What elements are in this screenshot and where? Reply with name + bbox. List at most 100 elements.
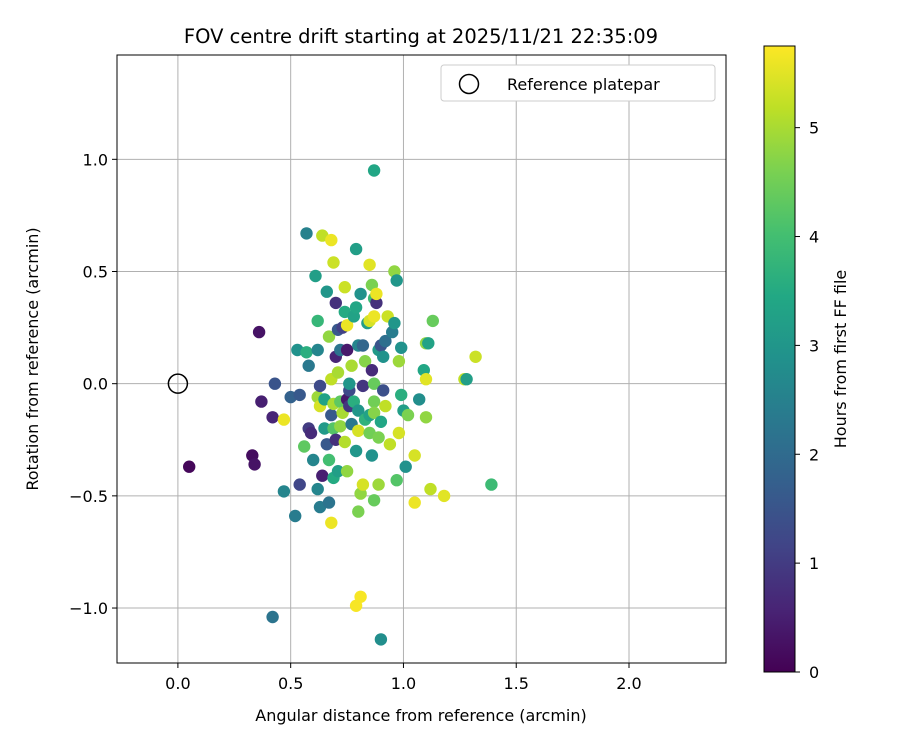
y-tick-label: 0.0: [83, 375, 108, 394]
data-point: [424, 482, 437, 496]
data-point: [340, 319, 354, 332]
data-point: [379, 334, 392, 348]
data-point: [383, 438, 397, 451]
data-point: [367, 377, 381, 390]
data-point: [372, 478, 385, 491]
data-point: [311, 314, 324, 328]
data-point: [322, 453, 336, 467]
x-axis-label: Angular distance from reference (arcmin): [255, 706, 586, 725]
data-point: [183, 460, 196, 473]
data-point: [340, 465, 354, 478]
y-tick-label: 0.5: [83, 263, 108, 282]
data-point: [248, 458, 261, 471]
data-point: [309, 269, 322, 283]
legend: Reference platepar: [440, 64, 716, 102]
data-point: [343, 377, 356, 390]
x-tick-label: 2.0: [616, 674, 641, 693]
data-point: [266, 610, 279, 624]
data-point: [377, 350, 390, 363]
data-point: [365, 364, 379, 377]
data-point: [252, 325, 266, 339]
data-point: [329, 296, 342, 310]
data-point: [293, 478, 306, 491]
data-point: [485, 478, 498, 491]
data-point: [277, 413, 291, 426]
data-point: [334, 420, 347, 433]
data-point: [358, 355, 372, 368]
data-point: [325, 516, 338, 529]
x-tick-label: 1.5: [504, 674, 529, 693]
colorbar-tick-label: 3: [809, 336, 819, 355]
data-point: [268, 377, 282, 390]
data-point: [363, 258, 376, 271]
data-point: [307, 453, 320, 467]
data-point: [293, 388, 306, 402]
data-point: [356, 379, 370, 393]
y-tick-label: −1.0: [69, 599, 108, 618]
y-axis-label: Rotation from reference (arcmin): [23, 227, 42, 490]
data-point: [331, 366, 345, 379]
data-point: [318, 422, 331, 435]
colorbar-tick-label: 5: [809, 119, 819, 138]
data-point: [460, 373, 473, 386]
data-point: [255, 395, 268, 408]
data-point: [338, 435, 351, 449]
data-point: [356, 339, 370, 352]
data-point: [419, 373, 433, 386]
data-point: [313, 379, 327, 393]
data-point: [392, 355, 406, 368]
data-point: [322, 496, 336, 509]
data-point: [311, 343, 324, 357]
data-point: [426, 314, 439, 328]
colorbar-tick-label: 4: [809, 228, 819, 247]
data-point: [422, 337, 435, 350]
data-point: [401, 408, 415, 422]
data-point: [338, 281, 351, 294]
data-point: [325, 233, 338, 247]
colorbar-gradient: [764, 46, 795, 672]
data-point: [325, 408, 338, 422]
y-tick-label: −0.5: [69, 487, 108, 506]
data-point: [390, 474, 403, 487]
data-point: [437, 489, 451, 503]
data-point: [377, 384, 390, 397]
data-point: [374, 415, 388, 428]
data-point: [367, 310, 381, 323]
x-tick-label: 0.5: [278, 674, 303, 693]
plot-frame: [116, 54, 727, 664]
data-point: [370, 296, 383, 310]
data-point: [395, 388, 408, 402]
data-point: [349, 301, 363, 314]
colorbar-tick-label: 0: [809, 663, 819, 682]
reference-marker-group: [167, 373, 189, 394]
legend-marker-open-circle: [458, 73, 480, 95]
data-point: [413, 393, 426, 406]
data-point: [266, 411, 279, 424]
data-point: [354, 590, 367, 603]
data-point: [372, 431, 385, 444]
colorbar-tick-label: 1: [809, 554, 819, 573]
legend-entry-reference: Reference platepar: [507, 75, 660, 94]
data-point: [388, 316, 401, 330]
data-point: [367, 406, 381, 419]
data-point: [304, 426, 318, 440]
data-point: [379, 399, 392, 413]
data-point: [365, 449, 379, 462]
data-point: [340, 343, 354, 357]
data-points: [183, 164, 498, 646]
data-point: [300, 346, 313, 359]
data-point: [419, 411, 433, 424]
colorbar-label: Hours from first FF file: [831, 270, 850, 449]
legend-box: [440, 64, 716, 102]
data-point: [289, 509, 302, 523]
data-point: [370, 287, 383, 301]
data-point: [320, 285, 333, 298]
data-point: [345, 359, 358, 372]
data-point: [367, 164, 381, 177]
data-point: [327, 256, 340, 269]
colorbar-frame: [763, 45, 796, 673]
data-point: [300, 227, 313, 240]
chart-title: FOV centre drift starting at 2025/11/21 …: [184, 25, 658, 48]
data-point: [349, 242, 363, 256]
